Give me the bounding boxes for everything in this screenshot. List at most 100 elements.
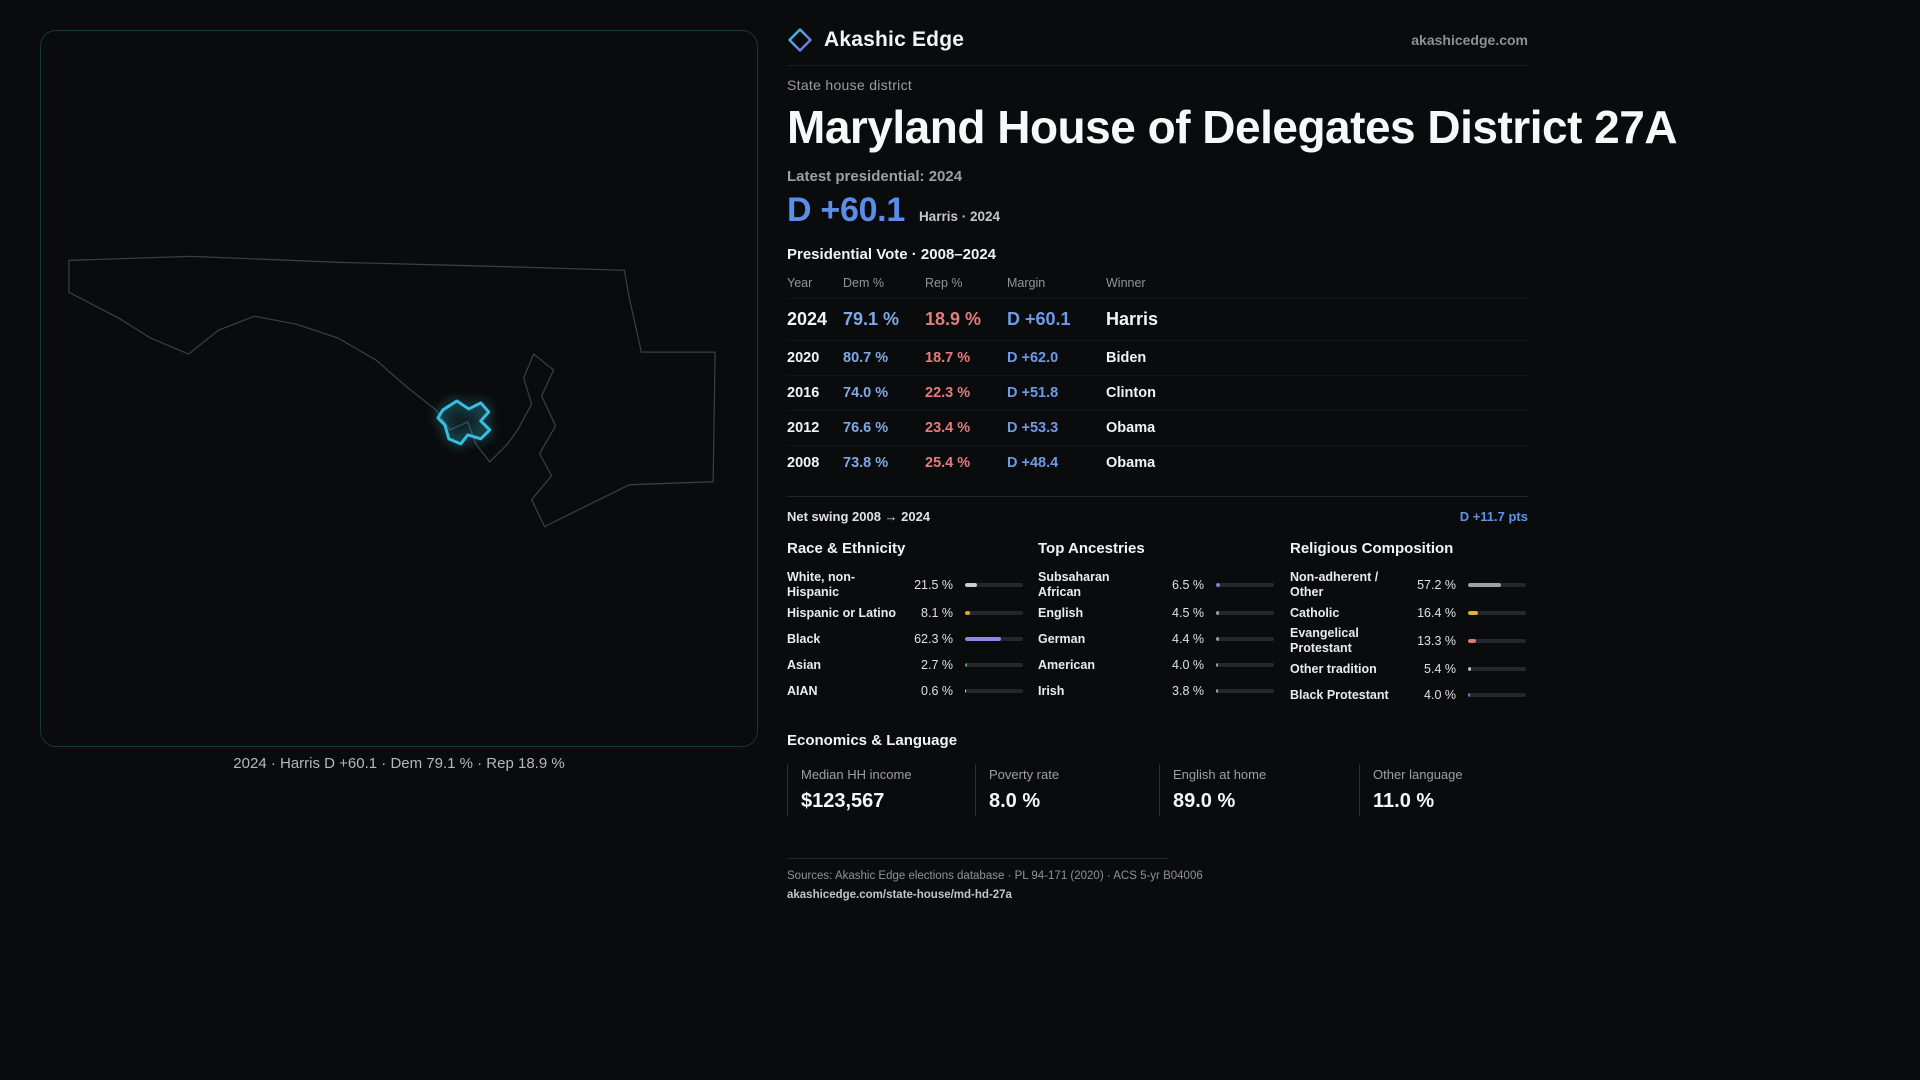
cell-rep-pct: 18.7 % xyxy=(925,350,971,366)
demo-bar-fill xyxy=(1216,583,1220,587)
presidential-vote-table: Year Dem % Rep % Margin Winner 2024 79.1… xyxy=(787,269,1528,480)
net-swing-row: Net swing 2008 → 2024 D +11.7 pts xyxy=(787,496,1528,524)
headline-margin-row: D +60.1 Harris · 2024 xyxy=(787,191,1528,230)
demo-value: 2.7 % xyxy=(921,658,953,672)
demo-bar-track xyxy=(965,637,1023,641)
demo-value: 13.3 % xyxy=(1417,634,1456,648)
stat-label: Poverty rate xyxy=(989,767,1060,782)
demo-label: Evangelical Protestant xyxy=(1290,626,1359,655)
demo-bar-track xyxy=(1216,637,1274,641)
maryland-map xyxy=(68,255,716,528)
demo-bar-track xyxy=(965,583,1023,587)
demo-bar-track xyxy=(965,611,1023,615)
demo-label: AIAN xyxy=(787,683,818,698)
stat-value: 89.0 % xyxy=(1173,790,1236,812)
demo-label: Hispanic or Latino xyxy=(787,605,897,620)
demo-label: Black Protestant xyxy=(1290,687,1389,702)
section-title-ancestries: Top Ancestries xyxy=(1038,540,1145,557)
net-swing-value: D +11.7 pts xyxy=(1459,509,1528,524)
stat-median-income: Median HH income $123,567 xyxy=(787,764,975,816)
demo-bar-fill xyxy=(965,637,1002,641)
demo-row: White, non-Hispanic 21.5 % xyxy=(787,570,1024,600)
table-row: 2012 76.6 % 23.4 % D +53.3 Obama xyxy=(787,410,1528,445)
table-row: 2024 79.1 % 18.9 % D +60.1 Harris xyxy=(787,298,1528,340)
cell-margin: D +60.1 xyxy=(1007,309,1071,329)
demo-bar-track xyxy=(965,689,1023,693)
demo-bar-fill xyxy=(1216,689,1219,693)
demo-row: Evangelical Protestant 13.3 % xyxy=(1290,626,1528,656)
cell-rep-pct: 25.4 % xyxy=(925,455,971,471)
demo-row: Hispanic or Latino 8.1 % xyxy=(787,600,1024,626)
col-header-year: Year xyxy=(787,276,813,290)
headline-margin-detail: Harris · 2024 xyxy=(918,209,1000,224)
demo-label: Irish xyxy=(1038,683,1065,698)
demo-label: Non-adherent / Other xyxy=(1290,570,1379,599)
cell-margin: D +48.4 xyxy=(1007,455,1059,471)
demo-label: Black xyxy=(787,631,821,646)
table-row: 2020 80.7 % 18.7 % D +62.0 Biden xyxy=(787,340,1528,375)
stat-poverty-rate: Poverty rate 8.0 % xyxy=(975,764,1159,816)
brand-diamond-icon xyxy=(787,27,813,53)
map-caption: 2024 · Harris D +60.1 · Dem 79.1 % · Rep… xyxy=(233,755,565,772)
demo-bar-fill xyxy=(965,611,970,615)
demo-label: White, non-Hispanic xyxy=(787,570,856,599)
stat-label: English at home xyxy=(1173,767,1267,782)
brand-domain-link[interactable]: akashicedge.com xyxy=(1411,32,1528,48)
header-divider xyxy=(787,65,1528,66)
net-swing-label: Net swing 2008 → 2024 xyxy=(787,509,931,524)
demo-bar-fill xyxy=(1468,611,1478,615)
demo-row: American 4.0 % xyxy=(1038,652,1276,678)
demo-bar-track xyxy=(1216,663,1274,667)
vote-table-header-row: Year Dem % Rep % Margin Winner xyxy=(787,269,1528,298)
cell-dem-pct: 74.0 % xyxy=(843,385,889,401)
demo-row: Non-adherent / Other 57.2 % xyxy=(1290,570,1528,600)
religion-column: Religious Composition Non-adherent / Oth… xyxy=(1290,540,1528,708)
table-row: 2008 73.8 % 25.4 % D +48.4 Obama xyxy=(787,445,1528,480)
col-header-margin: Margin xyxy=(1007,276,1046,290)
demo-bar-track xyxy=(1468,611,1526,615)
stat-label: Median HH income xyxy=(801,767,912,782)
demo-value: 6.5 % xyxy=(1172,578,1204,592)
demo-row: Irish 3.8 % xyxy=(1038,678,1276,704)
district-shape[interactable] xyxy=(436,399,492,446)
demo-label: Other tradition xyxy=(1290,661,1377,676)
demo-bar-fill xyxy=(1468,639,1476,643)
footer: Sources: Akashic Edge elections database… xyxy=(787,858,1203,903)
cell-dem-pct: 79.1 % xyxy=(843,309,900,329)
race-ethnicity-column: Race & Ethnicity White, non-Hispanic 21.… xyxy=(787,540,1024,708)
stat-other-language: Other language 11.0 % xyxy=(1359,764,1519,816)
demo-row: English 4.5 % xyxy=(1038,600,1276,626)
demo-value: 57.2 % xyxy=(1417,578,1456,592)
demo-row: Asian 2.7 % xyxy=(787,652,1024,678)
cell-rep-pct: 23.4 % xyxy=(925,420,971,436)
demo-bar-fill xyxy=(1468,667,1472,671)
demo-row: Black 62.3 % xyxy=(787,626,1024,652)
permalink[interactable]: akashicedge.com/state-house/md-hd-27a xyxy=(787,889,1012,901)
demo-bar-track xyxy=(965,663,1023,667)
district-type-kicker: State house district xyxy=(787,77,913,93)
cell-winner: Obama xyxy=(1106,420,1156,436)
demo-value: 8.1 % xyxy=(921,606,953,620)
vote-table-title: Presidential Vote · 2008–2024 xyxy=(787,246,997,263)
stat-english-at-home: English at home 89.0 % xyxy=(1159,764,1359,816)
demo-value: 3.8 % xyxy=(1172,684,1204,698)
ancestries-column: Top Ancestries Subsaharan African 6.5 % … xyxy=(1038,540,1276,708)
district-map-panel[interactable] xyxy=(40,30,758,747)
cell-rep-pct: 22.3 % xyxy=(925,385,971,401)
cell-year: 2008 xyxy=(787,455,820,471)
demo-bar-fill xyxy=(1468,693,1471,697)
col-header-rep: Rep % xyxy=(925,276,963,290)
latest-presidential-label: Latest presidential: 2024 xyxy=(787,168,963,185)
cell-year: 2020 xyxy=(787,350,820,366)
demo-row: Catholic 16.4 % xyxy=(1290,600,1528,626)
demo-bar-track xyxy=(1468,667,1526,671)
stat-value: $123,567 xyxy=(801,790,885,812)
demo-value: 16.4 % xyxy=(1417,606,1456,620)
cell-margin: D +53.3 xyxy=(1007,420,1059,436)
demo-bar-track xyxy=(1216,583,1274,587)
stat-value: 8.0 % xyxy=(989,790,1041,812)
economics-stats-row: Median HH income $123,567 Poverty rate 8… xyxy=(787,764,1528,816)
demo-bar-fill xyxy=(1216,611,1219,615)
demo-bar-track xyxy=(1216,689,1274,693)
demo-bar-track xyxy=(1468,583,1526,587)
